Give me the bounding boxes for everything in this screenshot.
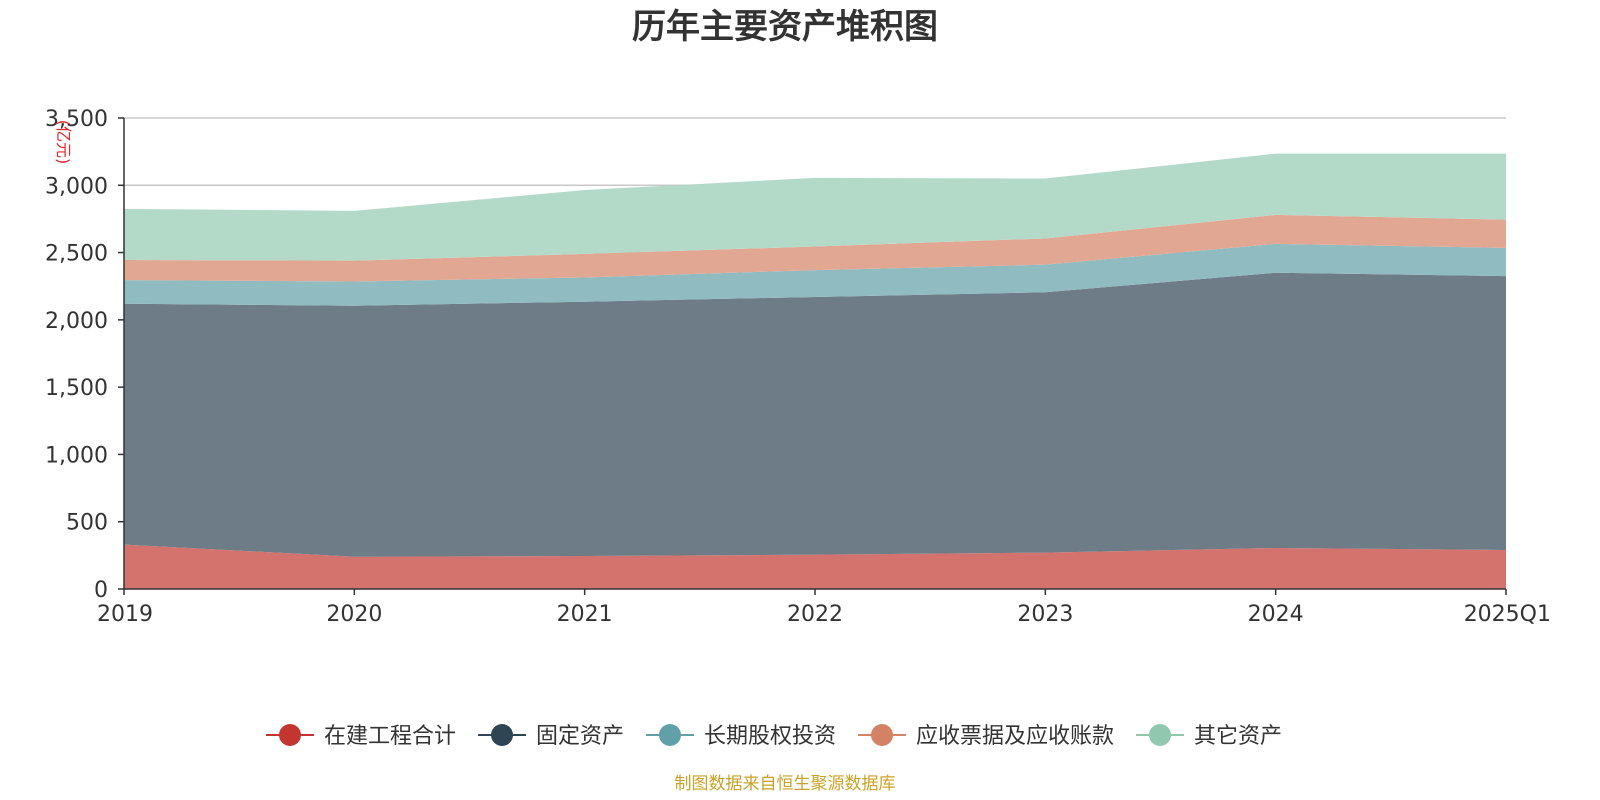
source-note: 制图数据来自恒生聚源数据库	[675, 774, 896, 794]
legend-item-4[interactable]: 其它资产	[1136, 724, 1282, 749]
legend-item-3[interactable]: 应收票据及应收账款	[858, 724, 1114, 749]
legend-marker-icon	[659, 724, 681, 746]
axes: 0 500 1,000 1,500 2,000 2,500 3,000 3,500 2019 20…	[45, 107, 1551, 627]
legend-label: 应收票据及应收账款	[916, 724, 1114, 749]
legend-label: 固定资产	[536, 724, 624, 749]
x-tick-label-1: 2020	[326, 602, 382, 627]
legend-marker-icon	[491, 724, 513, 746]
legend-item-1[interactable]: 固定资产	[478, 724, 624, 749]
area-series-1[interactable]	[124, 272, 1506, 557]
y-tick-label-6: 3,000	[45, 174, 108, 199]
y-axis-unit: (亿元)	[54, 120, 73, 165]
area-series-2[interactable]	[124, 243, 1506, 306]
legend-label: 长期股权投资	[704, 724, 836, 749]
y-tick-label-2: 1,000	[45, 443, 108, 468]
legend-marker-icon	[1149, 724, 1171, 746]
y-tick-label-0: 0	[94, 578, 108, 603]
legend-item-0[interactable]: 在建工程合计	[266, 724, 456, 749]
x-tick-label-3: 2022	[787, 602, 843, 627]
chart-title: 历年主要资产堆积图	[632, 7, 938, 47]
legend-marker-icon	[279, 724, 301, 746]
x-tick-label-6: 2025Q1	[1464, 602, 1551, 627]
x-tick-label-4: 2023	[1017, 602, 1073, 627]
legend-marker-icon	[871, 724, 893, 746]
legend[interactable]: 在建工程合计 固定资产 长期股权投资 应收票据及应收账款 其它资产	[266, 724, 1282, 749]
legend-label: 在建工程合计	[324, 724, 456, 749]
y-tick-label-4: 2,000	[45, 309, 108, 334]
area-series-0[interactable]	[124, 544, 1506, 589]
y-tick-label-5: 2,500	[45, 242, 108, 267]
area-series-layer	[124, 153, 1506, 589]
area-series-3[interactable]	[124, 214, 1506, 282]
x-tick-label-2: 2021	[557, 602, 613, 627]
area-series-4[interactable]	[124, 153, 1506, 261]
legend-label: 其它资产	[1194, 724, 1282, 749]
x-tick-label-0: 2019	[97, 602, 153, 627]
x-tick-label-5: 2024	[1248, 602, 1304, 627]
y-tick-label-3: 1,500	[45, 376, 108, 401]
y-tick-label-1: 500	[66, 511, 108, 536]
y-tick-label-7: 3,500	[45, 107, 108, 132]
legend-item-2[interactable]: 长期股权投资	[646, 724, 836, 749]
